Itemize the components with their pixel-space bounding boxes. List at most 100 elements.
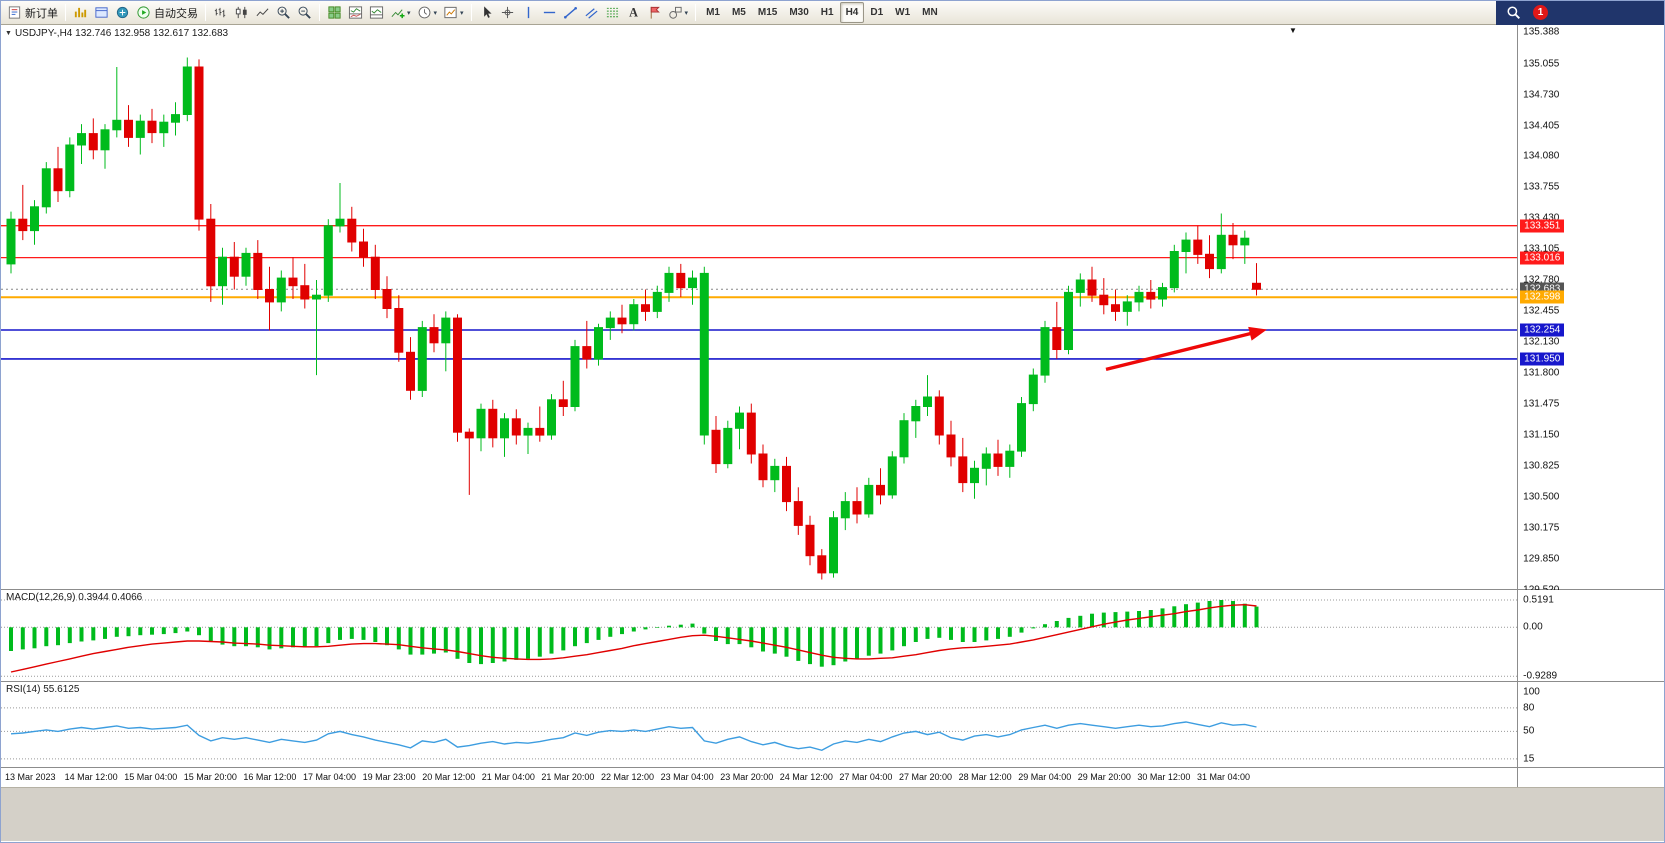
tf-m30-button[interactable]: M30 (783, 2, 814, 23)
tf-m1-button-label: M1 (706, 7, 720, 18)
channel-button[interactable] (581, 2, 602, 23)
bar-chart-button[interactable] (210, 2, 231, 23)
horizontal-line-button[interactable] (539, 2, 560, 23)
auto-trading-icon (136, 5, 151, 20)
search-icon[interactable] (1506, 5, 1521, 20)
toolbar: 新订单 自动交易 ▾ ▾ ▾ A ▾ M1 M5 M15 M30 H1 H4 D1 W1 MN 1 (1, 1, 1664, 25)
zoom-out-button[interactable] (294, 2, 315, 23)
arrow-label-button[interactable] (644, 2, 665, 23)
time-axis-label: 13 Mar 2023 (5, 772, 56, 782)
price-axis-label: 134.730 (1523, 89, 1560, 101)
indicators-window-icon (348, 5, 363, 20)
templates-button[interactable]: ▾ (440, 2, 467, 23)
macd-axis-label: 0.5191 (1523, 594, 1554, 606)
rsi-axis-label: 15 (1523, 753, 1535, 765)
tf-m15-button[interactable]: M15 (752, 2, 783, 23)
rsi-canvas[interactable] (1, 682, 1518, 767)
bar-chart-icon (213, 5, 228, 20)
notification-badge[interactable]: 1 (1533, 5, 1548, 20)
text-button[interactable]: A (623, 2, 644, 23)
tf-m5-button[interactable]: M5 (726, 2, 752, 23)
chart-shift-icon[interactable]: ▼ (1289, 26, 1297, 35)
new-order-button[interactable]: 新订单 (4, 2, 61, 23)
new-order-icon (7, 5, 22, 20)
rsi-panel[interactable]: RSI(14) 55.6125 (1, 682, 1518, 767)
indicators-window-button[interactable] (345, 2, 366, 23)
time-axis-label: 31 Mar 04:00 (1197, 772, 1251, 782)
cursor-button[interactable] (476, 2, 497, 23)
trendline-button[interactable] (560, 2, 581, 23)
auto-trading-button-label: 自动交易 (154, 7, 198, 20)
time-axis-label: 14 Mar 12:00 (64, 772, 118, 782)
toolbar-right-area: 1 (1496, 1, 1664, 25)
toolbar-separator (319, 4, 320, 21)
arrow-label-icon (647, 5, 662, 20)
rsi-axis[interactable]: 100 80 50 15 (1517, 682, 1664, 767)
navigator-button[interactable] (112, 2, 133, 23)
price-tag: 131.950 (1520, 352, 1565, 366)
indicators-window-2-button[interactable] (366, 2, 387, 23)
periods-button[interactable]: ▾ (414, 2, 441, 23)
price-chart[interactable]: ▼ USDJPY-,H4 132.746 132.958 132.617 132… (1, 25, 1518, 589)
time-axis-label: 27 Mar 04:00 (839, 772, 893, 782)
vertical-line-icon (521, 5, 536, 20)
time-axis[interactable]: 13 Mar 2023 14 Mar 12:00 15 Mar 04:00 15 Ma… (1, 768, 1518, 787)
tf-mn-button-label: MN (922, 7, 938, 18)
fibonacci-button[interactable] (602, 2, 623, 23)
main-chart-row: ▼ USDJPY-,H4 132.746 132.958 132.617 132… (1, 25, 1664, 596)
macd-axis-label: -0.9289 (1523, 670, 1558, 682)
dropdown-arrow-icon[interactable]: ▾ (460, 9, 464, 17)
text-icon: A (626, 5, 641, 20)
price-tag: 132.598 (1520, 290, 1565, 304)
market-watch-button[interactable] (91, 2, 112, 23)
candlestick-canvas[interactable] (1, 25, 1518, 589)
crosshair-button[interactable] (497, 2, 518, 23)
dropdown-arrow-icon[interactable]: ▾ (433, 9, 438, 17)
rsi-row: RSI(14) 55.6125 100 80 50 15 (1, 682, 1664, 768)
time-axis-label: 15 Mar 04:00 (124, 772, 178, 782)
vertical-line-button[interactable] (518, 2, 539, 23)
price-axis-label: 131.475 (1523, 398, 1560, 410)
svg-text:A: A (629, 6, 638, 20)
indicators-window-2-icon (369, 5, 384, 20)
macd-panel[interactable]: MACD(12,26,9) 0.3944 0.4066 (1, 590, 1518, 681)
time-axis-label: 30 Mar 12:00 (1137, 772, 1191, 782)
dropdown-arrow-icon[interactable]: ▾ (684, 9, 689, 17)
macd-label: MACD(12,26,9) 0.3944 0.4066 (6, 592, 143, 603)
candlestick-chart-button[interactable] (231, 2, 252, 23)
tf-d1-button-label: D1 (870, 7, 884, 18)
price-axis-label: 133.430 (1523, 212, 1560, 224)
macd-canvas[interactable] (1, 590, 1518, 681)
shapes-button[interactable]: ▾ (665, 2, 692, 23)
tf-h1-button[interactable]: H1 (815, 2, 840, 23)
time-axis-label: 29 Mar 20:00 (1077, 772, 1131, 782)
tf-h4-button[interactable]: H4 (839, 2, 865, 23)
tf-mn-button[interactable]: MN (916, 2, 944, 23)
price-axis-label: 130.500 (1523, 491, 1560, 503)
tf-w1-button[interactable]: W1 (889, 2, 916, 23)
profiles-button[interactable] (70, 2, 91, 23)
time-axis-corner (1517, 768, 1664, 787)
time-axis-label: 20 Mar 12:00 (422, 772, 476, 782)
line-chart-button[interactable] (252, 2, 273, 23)
price-axis[interactable]: 135.388 135.055 134.730 134.405 134.080 133.7… (1517, 25, 1664, 596)
zoom-in-button[interactable] (273, 2, 294, 23)
crosshair-icon (500, 5, 515, 20)
price-axis-label: 135.055 (1523, 58, 1560, 70)
tf-d1-button[interactable]: D1 (864, 2, 889, 23)
line-chart-icon (255, 5, 270, 20)
add-indicator-icon (390, 5, 405, 20)
tf-m1-button[interactable]: M1 (700, 2, 726, 23)
time-axis-label: 15 Mar 20:00 (183, 772, 237, 782)
chart-menu-icon[interactable]: ▼ (5, 30, 12, 37)
auto-trading-button[interactable]: 自动交易 (133, 2, 201, 23)
dropdown-arrow-icon[interactable]: ▾ (407, 9, 411, 17)
shapes-icon (668, 5, 683, 20)
price-axis-label: 132.455 (1523, 305, 1560, 317)
macd-axis[interactable]: 0.5191 0.00 -0.9289 (1517, 590, 1664, 682)
channel-icon (584, 5, 599, 20)
price-axis-label: 133.755 (1523, 181, 1560, 193)
add-indicator-button[interactable]: ▾ (387, 2, 414, 23)
tile-windows-button[interactable] (324, 2, 345, 23)
